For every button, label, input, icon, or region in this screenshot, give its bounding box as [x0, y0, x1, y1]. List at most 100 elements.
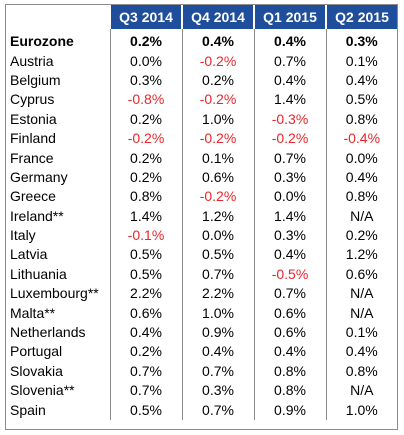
- growth-value-cell: 0.7%: [253, 51, 326, 71]
- growth-value-cell: N/A: [325, 284, 397, 304]
- growth-value-cell: 0.2%: [109, 342, 182, 362]
- growth-value-cell: 0.3%: [253, 167, 326, 188]
- country-name-cell: Netherlands: [10, 324, 86, 341]
- growth-value-cell: 0.0%: [109, 51, 182, 71]
- growth-value-cell: 0.1%: [181, 148, 254, 168]
- country-name-cell: France: [10, 149, 54, 166]
- table-row: Luxembourg** 2.2% 2.2% 0.7% N/A: [6, 284, 397, 304]
- growth-value-cell: 0.1%: [325, 51, 397, 71]
- growth-value-cell: 0.7%: [253, 148, 326, 168]
- growth-value-cell: 2.2%: [181, 284, 254, 304]
- table-row: Eurozone 0.2% 0.4% 0.4% 0.3%: [6, 29, 397, 52]
- country-name-cell: Lithuania: [10, 265, 67, 282]
- table-row: Cyprus -0.8% -0.2% 1.4% 0.5%: [6, 90, 397, 110]
- country-name-cell: Luxembourg**: [10, 285, 99, 302]
- growth-value-cell: 1.0%: [325, 400, 397, 420]
- growth-value-cell: 0.3%: [181, 381, 254, 401]
- growth-value-cell: 1.2%: [181, 206, 254, 226]
- growth-value-cell: 0.5%: [109, 264, 182, 285]
- country-name-cell: Spain: [10, 401, 46, 418]
- growth-value-cell: 0.1%: [325, 322, 397, 343]
- table-row: Greece 0.8% -0.2% 0.0% 0.8%: [6, 187, 397, 207]
- column-header-q1-2015: Q1 2015: [253, 5, 326, 29]
- table-row: Italy -0.1% 0.0% 0.3% 0.2%: [6, 225, 397, 246]
- growth-value-cell: 0.6%: [253, 303, 326, 323]
- growth-value-cell: 0.0%: [181, 225, 254, 246]
- table-row: Finland -0.2% -0.2% -0.2% -0.4%: [6, 128, 397, 149]
- growth-value-cell: -0.8%: [109, 90, 182, 110]
- growth-value-cell: 1.0%: [181, 109, 254, 129]
- table-row: France 0.2% 0.1% 0.7% 0.0%: [6, 148, 397, 168]
- table-row: Netherlands 0.4% 0.9% 0.6% 0.1%: [6, 322, 397, 343]
- growth-value-cell: 0.2%: [109, 29, 182, 52]
- growth-value-cell: -0.3%: [253, 109, 326, 129]
- country-name-cell: Greece: [10, 188, 56, 205]
- table-row: Malta** 0.6% 1.0% 0.6% N/A: [6, 303, 397, 323]
- growth-value-cell: 1.2%: [325, 245, 397, 265]
- gdp-growth-table-frame: Q3 2014 Q4 2014 Q1 2015 Q2 2015 Eurozone…: [5, 4, 398, 430]
- growth-value-cell: 0.0%: [325, 148, 397, 168]
- growth-value-cell: N/A: [325, 303, 397, 323]
- growth-value-cell: 0.6%: [325, 264, 397, 285]
- growth-value-cell: 0.8%: [325, 109, 397, 129]
- table-row: Estonia 0.2% 1.0% -0.3% 0.8%: [6, 109, 397, 129]
- growth-value-cell: 1.4%: [109, 206, 182, 226]
- growth-value-cell: 0.8%: [253, 361, 326, 382]
- growth-value-cell: -0.2%: [181, 51, 254, 71]
- country-name-cell: Germany: [10, 168, 68, 185]
- growth-value-cell: 0.2%: [181, 70, 254, 91]
- growth-value-cell: -0.2%: [109, 128, 182, 149]
- growth-value-cell: 0.4%: [181, 342, 254, 362]
- country-name-cell: Finland: [10, 130, 56, 147]
- table-row: Portugal 0.2% 0.4% 0.4% 0.4%: [6, 342, 397, 362]
- column-header-q2-2015: Q2 2015: [325, 5, 397, 29]
- country-name-cell: Slovakia: [10, 362, 63, 379]
- growth-value-cell: 0.4%: [253, 245, 326, 265]
- growth-value-cell: 1.0%: [181, 303, 254, 323]
- growth-value-cell: 0.4%: [325, 167, 397, 188]
- table-row: Slovakia 0.7% 0.7% 0.8% 0.8%: [6, 361, 397, 382]
- country-name-cell: Austria: [10, 52, 54, 69]
- country-name-cell: Portugal: [10, 343, 63, 360]
- growth-value-cell: 0.3%: [109, 70, 182, 91]
- country-name-cell: Latvia: [10, 246, 48, 263]
- header-corner-cell: [6, 5, 110, 29]
- growth-value-cell: 0.6%: [253, 322, 326, 343]
- growth-value-cell: 0.3%: [253, 225, 326, 246]
- growth-value-cell: 0.7%: [181, 400, 254, 420]
- growth-value-cell: 0.3%: [325, 29, 397, 52]
- growth-value-cell: 0.6%: [109, 303, 182, 323]
- table-row: Spain 0.5% 0.7% 0.9% 1.0%: [6, 400, 397, 420]
- growth-value-cell: 0.2%: [109, 148, 182, 168]
- growth-value-cell: -0.2%: [253, 128, 326, 149]
- growth-value-cell: 0.5%: [325, 90, 397, 110]
- growth-value-cell: 0.4%: [253, 342, 326, 362]
- growth-value-cell: 0.4%: [253, 70, 326, 91]
- growth-value-cell: 0.8%: [109, 187, 182, 207]
- growth-value-cell: 0.5%: [181, 245, 254, 265]
- growth-value-cell: -0.2%: [181, 128, 254, 149]
- growth-value-cell: 0.7%: [181, 361, 254, 382]
- growth-value-cell: 0.9%: [181, 322, 254, 343]
- growth-value-cell: 0.4%: [325, 70, 397, 91]
- growth-value-cell: -0.2%: [181, 187, 254, 207]
- growth-value-cell: 0.4%: [253, 29, 326, 52]
- table-body: Eurozone 0.2% 0.4% 0.4% 0.3% Austria 0.0% -0.2%…: [6, 29, 397, 420]
- growth-value-cell: 0.8%: [325, 187, 397, 207]
- column-header-q3-2014: Q3 2014: [109, 5, 182, 29]
- growth-value-cell: 0.2%: [325, 225, 397, 246]
- growth-value-cell: 0.5%: [109, 400, 182, 420]
- growth-value-cell: 0.2%: [109, 109, 182, 129]
- table-row: Latvia 0.5% 0.5% 0.4% 1.2%: [6, 245, 397, 265]
- growth-value-cell: 0.7%: [109, 381, 182, 401]
- table-row: Austria 0.0% -0.2% 0.7% 0.1%: [6, 51, 397, 71]
- growth-value-cell: -0.4%: [325, 128, 397, 149]
- growth-value-cell: 0.4%: [325, 342, 397, 362]
- country-name-cell: Italy: [10, 227, 36, 244]
- growth-value-cell: 0.8%: [253, 381, 326, 401]
- growth-value-cell: 0.4%: [109, 322, 182, 343]
- growth-value-cell: 0.0%: [253, 187, 326, 207]
- growth-value-cell: 0.7%: [253, 284, 326, 304]
- growth-value-cell: N/A: [325, 381, 397, 401]
- country-name-cell: Ireland**: [10, 207, 64, 224]
